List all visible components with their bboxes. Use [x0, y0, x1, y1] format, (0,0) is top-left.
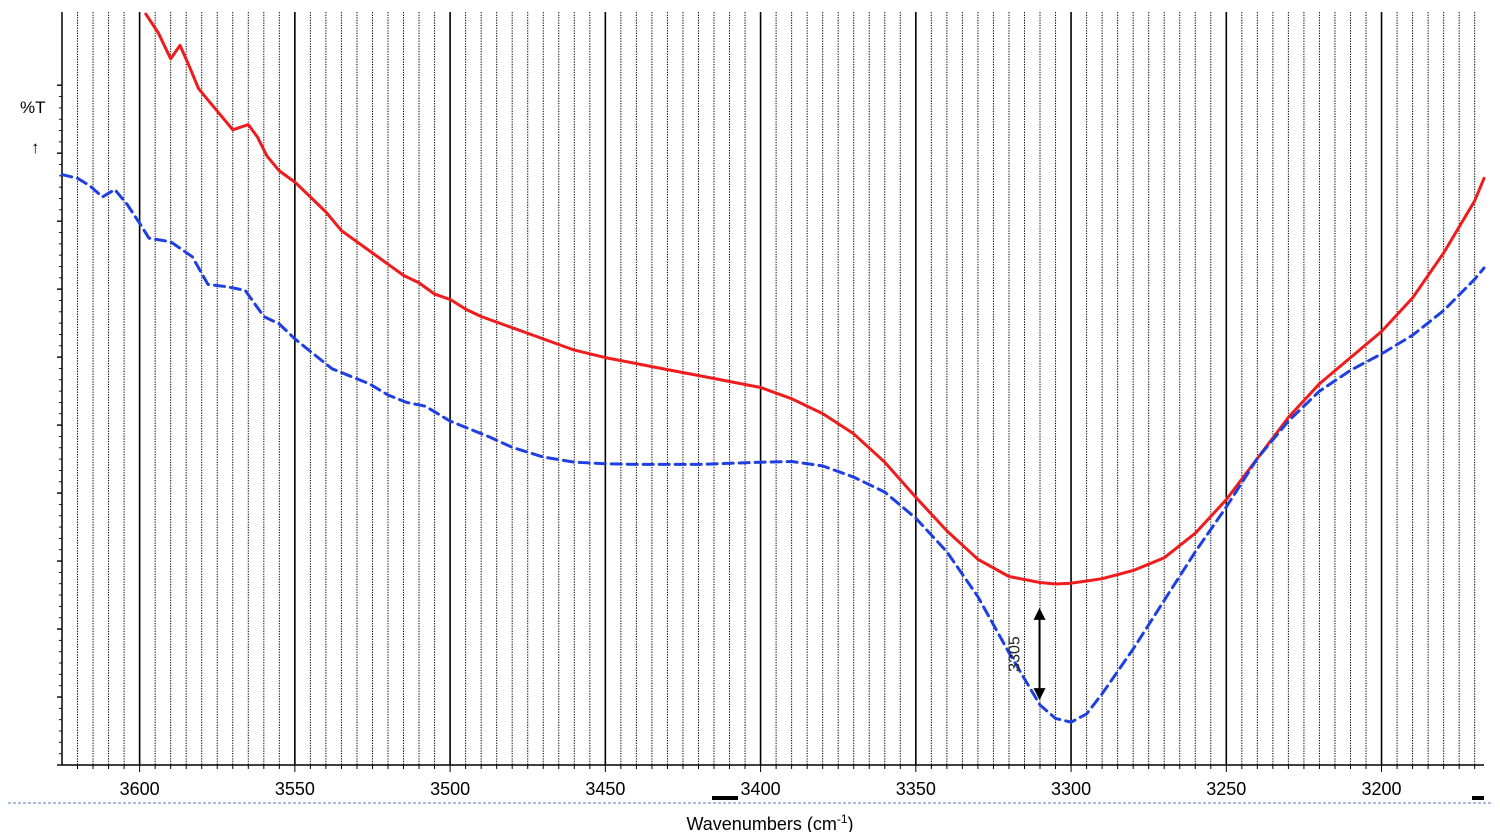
series-lines: [60, 12, 1486, 724]
annotation-arrowhead-down: [1033, 688, 1046, 701]
x-axis-label-superscript: -1: [837, 812, 848, 826]
x-axis-label-main: Wavenumbers (cm: [686, 814, 836, 832]
series-dashed-line: [60, 173, 1486, 724]
x-tick-label: 3350: [896, 779, 936, 799]
x-tick-label: 3450: [585, 779, 625, 799]
x-tick-label: 3300: [1051, 779, 1091, 799]
grid-lines: [77, 12, 1476, 765]
range-marker-right: [1472, 796, 1484, 800]
x-axis-label-close: ): [848, 814, 854, 832]
annotation-label: 3305: [1007, 636, 1024, 672]
axes: 3600 3550 3500 3450 3400 3350 3300 3250 3200: [8, 12, 1492, 804]
x-tick-label: 3200: [1362, 779, 1402, 799]
x-tick-label: 3550: [275, 779, 315, 799]
x-tick-label: 3500: [430, 779, 470, 799]
x-tick-label: 3600: [120, 779, 160, 799]
x-tick-label: 3400: [741, 779, 781, 799]
series-solid-line: [144, 12, 1486, 586]
annotation-arrowhead-up: [1033, 607, 1046, 620]
x-tick-label: 3250: [1206, 779, 1246, 799]
y-axis-label: %T: [20, 98, 46, 117]
peak-annotation: 3305: [1007, 607, 1046, 701]
x-axis-label: Wavenumbers (cm-1): [686, 812, 853, 832]
y-axis-label-arrow: ↑: [31, 138, 40, 157]
range-marker-left: [712, 796, 738, 800]
